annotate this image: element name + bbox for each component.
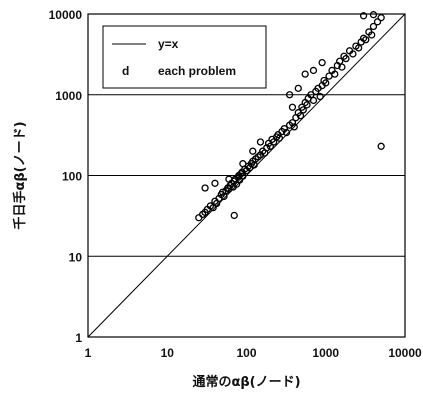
legend-label-points: each problem — [158, 64, 236, 78]
data-point — [331, 70, 339, 78]
legend-label-line: y=x — [158, 37, 179, 51]
data-point — [349, 50, 357, 58]
plot-frame — [87, 13, 406, 338]
data-point — [263, 144, 271, 152]
x-tick-label: 10 — [161, 346, 175, 360]
data-point — [309, 96, 318, 105]
x-tick-label: 10000 — [388, 346, 422, 360]
x-tick-labels: 1 10 100 1000 10000 — [85, 346, 422, 360]
data-point — [195, 214, 203, 222]
data-point — [201, 184, 209, 192]
data-point — [322, 79, 330, 87]
data-point — [275, 134, 284, 142]
data-point — [377, 142, 385, 150]
y-tick-label: 1000 — [55, 89, 82, 103]
data-point — [225, 185, 233, 193]
data-point — [294, 84, 302, 93]
x-tick-label: 1 — [85, 346, 92, 360]
data-point — [338, 63, 346, 71]
data-point — [373, 18, 382, 26]
data-point — [230, 211, 238, 220]
data-point — [307, 91, 315, 99]
y-tick-label: 100 — [62, 170, 82, 184]
y-tick-label: 1 — [75, 331, 82, 345]
x-axis-label: 通常のαβ(ノード) — [192, 374, 300, 390]
legend-box — [102, 25, 267, 89]
data-point — [368, 31, 376, 39]
data-point — [288, 103, 297, 111]
data-point — [225, 175, 233, 183]
data-point — [299, 106, 307, 114]
legend: y=x d each problem — [102, 25, 267, 89]
x-tick-label: 1000 — [312, 346, 339, 360]
y-tick-label: 10 — [69, 250, 83, 264]
data-point — [325, 72, 333, 80]
data-point — [369, 22, 378, 31]
data-point — [369, 11, 378, 19]
data-point — [239, 160, 247, 168]
data-point — [377, 14, 385, 22]
identity-line — [87, 13, 406, 338]
x-tick-label: 100 — [236, 346, 256, 360]
data-point — [256, 138, 265, 146]
data-point — [309, 66, 318, 75]
data-point — [256, 151, 265, 159]
data-point — [316, 92, 324, 101]
data-point — [285, 91, 294, 99]
data-point — [296, 112, 305, 120]
data-point — [359, 12, 368, 20]
y-axis-label: 千日手αβ(ノード) — [12, 121, 28, 229]
legend-marker-symbol: d — [122, 64, 129, 78]
data-point — [362, 36, 370, 44]
data-point — [280, 125, 288, 133]
data-point — [282, 128, 291, 137]
data-point — [249, 147, 257, 155]
y-tick-label: 10000 — [49, 8, 83, 22]
data-point — [290, 123, 298, 131]
data-point — [239, 172, 247, 180]
data-point — [211, 179, 219, 187]
data-point — [342, 54, 350, 63]
data-point — [288, 119, 297, 127]
data-point — [318, 58, 326, 67]
data-points — [195, 11, 385, 222]
data-point — [354, 44, 363, 52]
data-point — [301, 70, 309, 78]
y-tick-labels: 1 10 100 1000 10000 — [49, 8, 83, 345]
